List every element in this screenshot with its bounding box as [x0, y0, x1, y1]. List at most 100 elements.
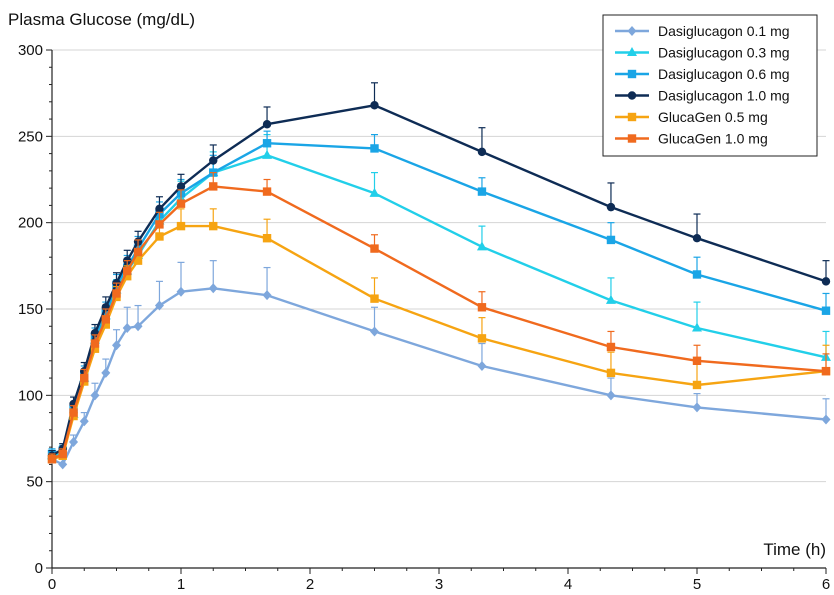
x-tick-label: 5	[693, 576, 701, 593]
data-point	[369, 187, 380, 197]
data-point	[821, 277, 831, 286]
plot-area	[47, 82, 831, 470]
data-point	[262, 149, 273, 159]
data-point	[627, 26, 637, 36]
data-point	[155, 232, 164, 241]
legend-box	[602, 14, 818, 157]
data-point	[692, 402, 702, 413]
data-point	[370, 244, 379, 253]
data-point	[477, 303, 487, 312]
legend: Dasiglucagon 0.1 mg Dasiglucagon 0.3 mg Da…	[602, 14, 818, 157]
series-2	[47, 134, 831, 460]
x-axis-title: Time (h)	[763, 540, 826, 559]
data-point	[605, 294, 616, 304]
data-point	[90, 339, 100, 348]
data-point	[477, 187, 487, 196]
data-point	[208, 283, 218, 294]
data-point	[58, 459, 68, 470]
data-point	[627, 47, 637, 56]
data-point	[692, 322, 702, 332]
data-point	[606, 368, 616, 378]
series-line	[51, 287, 827, 466]
data-point	[176, 182, 186, 191]
data-point	[477, 360, 487, 371]
data-point	[370, 101, 379, 110]
series-1	[47, 260, 831, 470]
data-point	[69, 408, 78, 417]
data-point	[112, 340, 121, 351]
data-point	[627, 112, 637, 122]
data-point	[821, 366, 831, 376]
data-point	[101, 320, 110, 329]
data-point	[692, 270, 702, 279]
data-point	[112, 289, 121, 298]
data-point	[58, 449, 67, 459]
x-tick-label: 3	[435, 576, 443, 593]
data-point	[477, 334, 487, 343]
series-line	[51, 104, 827, 457]
data-point	[133, 321, 143, 332]
data-point	[627, 69, 637, 79]
data-point	[209, 182, 218, 191]
data-point	[69, 436, 79, 447]
data-point	[606, 390, 616, 401]
data-point	[262, 234, 272, 243]
data-point	[821, 306, 831, 315]
x-tick-label: 0	[48, 576, 56, 593]
data-point	[101, 367, 111, 378]
data-point	[155, 220, 164, 229]
y-tick-label: 50	[26, 474, 43, 491]
data-point	[90, 390, 100, 401]
data-point	[821, 414, 831, 425]
data-point	[477, 147, 487, 157]
data-point	[47, 455, 57, 464]
series-line	[51, 185, 827, 461]
legend-label: Dasiglucagon 0.6 mg	[658, 66, 790, 82]
data-point	[370, 294, 379, 303]
series-line	[51, 224, 827, 461]
data-point	[692, 380, 702, 390]
data-point	[176, 199, 186, 208]
data-point	[262, 139, 272, 148]
x-tick-label: 4	[564, 576, 572, 593]
y-tick-label: 200	[18, 215, 43, 232]
data-point	[133, 247, 143, 257]
data-point	[123, 271, 132, 281]
legend-label: GlucaGen 1.0 mg	[658, 131, 768, 147]
data-point	[692, 234, 702, 243]
data-point	[627, 91, 637, 100]
y-tick-label: 250	[18, 128, 43, 145]
data-point	[262, 120, 272, 129]
data-point	[262, 187, 272, 196]
legend-label: Dasiglucagon 0.1 mg	[658, 23, 790, 39]
series-5	[47, 208, 831, 464]
data-point	[209, 221, 218, 231]
data-point	[627, 134, 637, 143]
y-tick-label: 100	[18, 387, 43, 404]
data-point	[123, 266, 132, 276]
x-tick-label: 6	[822, 576, 830, 593]
y-tick-label: 0	[35, 560, 43, 577]
data-point	[476, 241, 487, 251]
y-tick-label: 150	[18, 301, 43, 318]
data-point	[122, 322, 132, 333]
legend-label: GlucaGen 0.5 mg	[658, 109, 768, 125]
data-point	[606, 202, 616, 212]
data-point	[209, 156, 218, 165]
data-point	[606, 235, 616, 245]
data-point	[262, 290, 272, 301]
data-point	[606, 342, 616, 352]
x-tick-label: 2	[306, 576, 314, 593]
data-point	[176, 221, 186, 231]
data-point	[370, 326, 379, 337]
data-point	[90, 344, 100, 353]
y-tick-label: 300	[18, 42, 43, 59]
legend-label: Dasiglucagon 0.3 mg	[658, 45, 790, 61]
legend-label: Dasiglucagon 1.0 mg	[658, 88, 790, 104]
data-point	[154, 300, 164, 311]
axes: 0 50 100 150 200 250 300 0 1 2 3 4 5 6	[18, 42, 830, 593]
data-point	[80, 373, 89, 383]
data-point	[79, 416, 89, 427]
data-point	[155, 204, 164, 214]
